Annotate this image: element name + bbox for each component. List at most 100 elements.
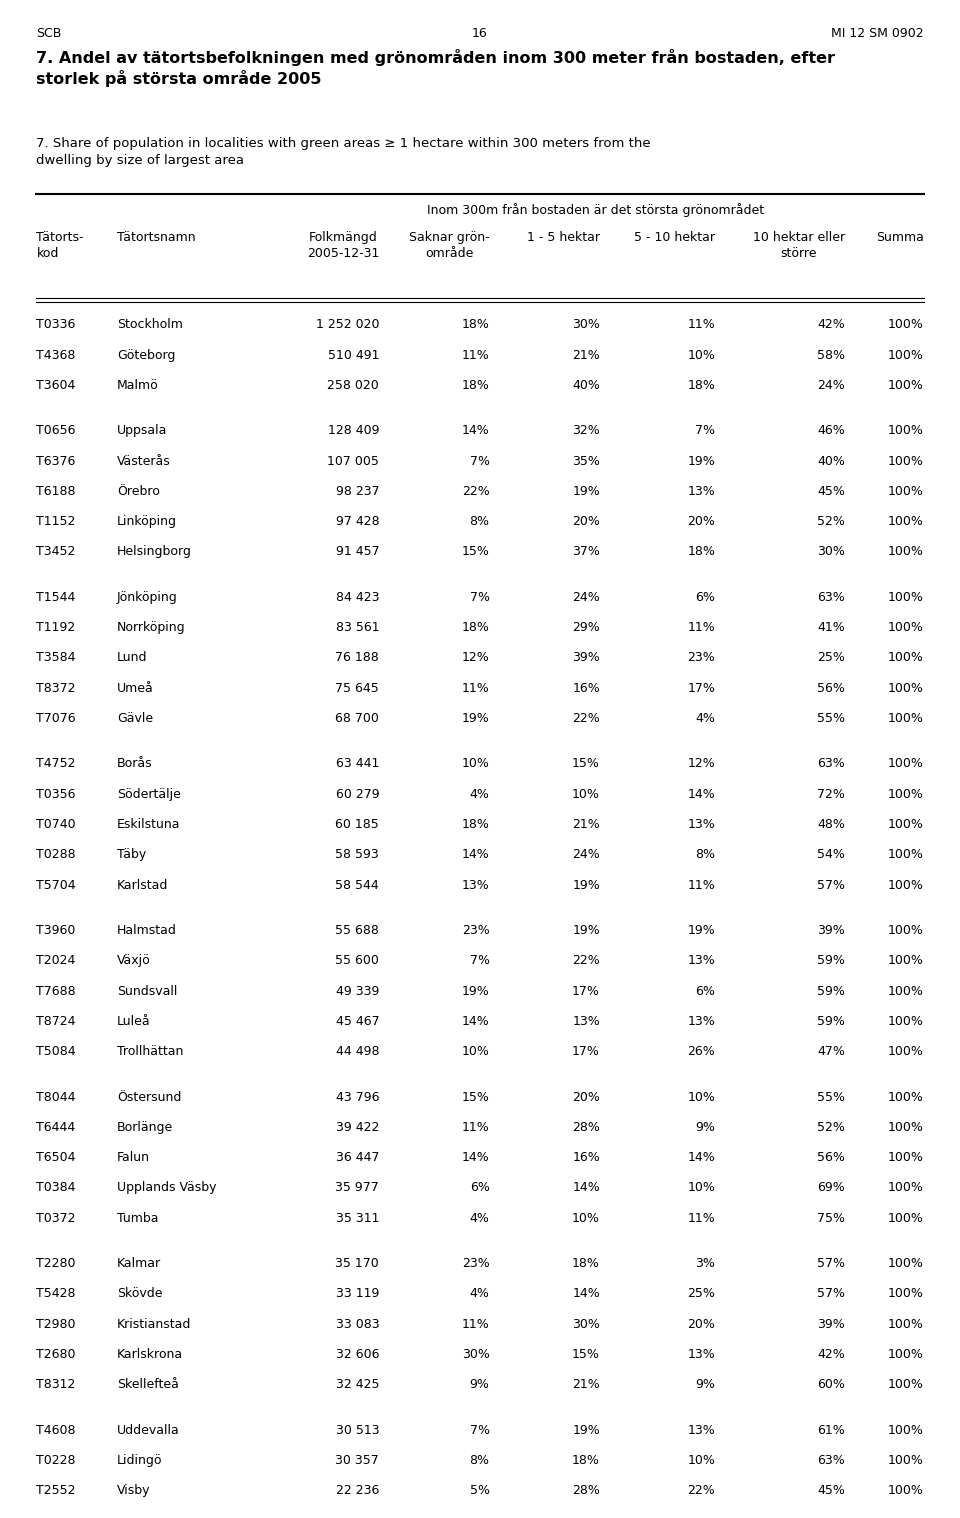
Text: 11%: 11% xyxy=(462,349,490,361)
Text: Skövde: Skövde xyxy=(117,1287,162,1301)
Text: 11%: 11% xyxy=(687,879,715,891)
Text: Kristianstad: Kristianstad xyxy=(117,1318,191,1331)
Text: 55%: 55% xyxy=(817,712,845,726)
Text: 25%: 25% xyxy=(817,651,845,665)
Text: Luleå: Luleå xyxy=(117,1016,151,1028)
Text: 100%: 100% xyxy=(888,1485,924,1497)
Text: 24%: 24% xyxy=(572,849,600,861)
Text: 13%: 13% xyxy=(687,1348,715,1362)
Text: 11%: 11% xyxy=(687,621,715,635)
Text: 58 593: 58 593 xyxy=(335,849,379,861)
Text: T2280: T2280 xyxy=(36,1257,76,1271)
Text: 10%: 10% xyxy=(687,1454,715,1466)
Text: 13%: 13% xyxy=(462,879,490,891)
Text: 100%: 100% xyxy=(888,849,924,861)
Text: 17%: 17% xyxy=(572,1044,600,1058)
Text: 100%: 100% xyxy=(888,425,924,437)
Text: 12%: 12% xyxy=(462,651,490,665)
Text: 100%: 100% xyxy=(888,1151,924,1164)
Text: T6188: T6188 xyxy=(36,484,76,498)
Text: 100%: 100% xyxy=(888,924,924,937)
Text: 35 977: 35 977 xyxy=(335,1181,379,1195)
Text: 23%: 23% xyxy=(687,651,715,665)
Text: 43 796: 43 796 xyxy=(336,1090,379,1104)
Text: 100%: 100% xyxy=(888,1287,924,1301)
Text: 100%: 100% xyxy=(888,1257,924,1271)
Text: 100%: 100% xyxy=(888,380,924,392)
Text: Borlänge: Borlänge xyxy=(117,1120,174,1134)
Text: 100%: 100% xyxy=(888,591,924,604)
Text: 75 645: 75 645 xyxy=(335,682,379,695)
Text: 7%: 7% xyxy=(695,425,715,437)
Text: Täby: Täby xyxy=(117,849,146,861)
Text: Uppsala: Uppsala xyxy=(117,425,167,437)
Text: 23%: 23% xyxy=(462,1257,490,1271)
Text: 10%: 10% xyxy=(462,1044,490,1058)
Text: 59%: 59% xyxy=(817,1016,845,1028)
Text: T0740: T0740 xyxy=(36,818,76,830)
Text: Borås: Borås xyxy=(117,757,153,771)
Text: 39 422: 39 422 xyxy=(336,1120,379,1134)
Text: T3584: T3584 xyxy=(36,651,76,665)
Text: T0656: T0656 xyxy=(36,425,76,437)
Text: Umeå: Umeå xyxy=(117,682,154,695)
Text: 11%: 11% xyxy=(462,682,490,695)
Text: 16%: 16% xyxy=(572,682,600,695)
Text: 14%: 14% xyxy=(462,1151,490,1164)
Text: 7%: 7% xyxy=(469,955,490,967)
Text: 100%: 100% xyxy=(888,757,924,771)
Text: 16%: 16% xyxy=(572,1151,600,1164)
Text: T6444: T6444 xyxy=(36,1120,76,1134)
Text: 100%: 100% xyxy=(888,788,924,800)
Text: 68 700: 68 700 xyxy=(335,712,379,726)
Text: Kalmar: Kalmar xyxy=(117,1257,161,1271)
Text: 56%: 56% xyxy=(817,1151,845,1164)
Text: 4%: 4% xyxy=(469,1287,490,1301)
Text: 55 688: 55 688 xyxy=(335,924,379,937)
Text: 13%: 13% xyxy=(687,1016,715,1028)
Text: 24%: 24% xyxy=(572,591,600,604)
Text: 8%: 8% xyxy=(695,849,715,861)
Text: 45 467: 45 467 xyxy=(336,1016,379,1028)
Text: Summa: Summa xyxy=(876,231,924,244)
Text: 39%: 39% xyxy=(817,1318,845,1331)
Text: 18%: 18% xyxy=(462,319,490,331)
Text: T8044: T8044 xyxy=(36,1090,76,1104)
Text: 30 513: 30 513 xyxy=(336,1424,379,1436)
Text: 61%: 61% xyxy=(817,1424,845,1436)
Text: 18%: 18% xyxy=(687,545,715,559)
Text: 100%: 100% xyxy=(888,1181,924,1195)
Text: 19%: 19% xyxy=(687,454,715,468)
Text: T4368: T4368 xyxy=(36,349,76,361)
Text: 30%: 30% xyxy=(817,545,845,559)
Text: 83 561: 83 561 xyxy=(336,621,379,635)
Text: 33 119: 33 119 xyxy=(336,1287,379,1301)
Text: 42%: 42% xyxy=(817,319,845,331)
Text: 21%: 21% xyxy=(572,349,600,361)
Text: 6%: 6% xyxy=(695,985,715,997)
Text: 10 hektar eller
större: 10 hektar eller större xyxy=(753,231,845,260)
Text: 7. Share of population in localities with green areas ≥ 1 hectare within 300 met: 7. Share of population in localities wit… xyxy=(36,138,651,167)
Text: 100%: 100% xyxy=(888,1378,924,1390)
Text: 4%: 4% xyxy=(469,788,490,800)
Text: 11%: 11% xyxy=(462,1120,490,1134)
Text: 5%: 5% xyxy=(469,1485,490,1497)
Text: 100%: 100% xyxy=(888,1424,924,1436)
Text: 10%: 10% xyxy=(687,1181,715,1195)
Text: 39%: 39% xyxy=(817,924,845,937)
Text: 22%: 22% xyxy=(572,712,600,726)
Text: Saknar grön-
område: Saknar grön- område xyxy=(409,231,490,260)
Text: 13%: 13% xyxy=(687,484,715,498)
Text: 10%: 10% xyxy=(462,757,490,771)
Text: T1544: T1544 xyxy=(36,591,76,604)
Text: 17%: 17% xyxy=(572,985,600,997)
Text: Malmö: Malmö xyxy=(117,380,158,392)
Text: 19%: 19% xyxy=(572,484,600,498)
Text: 6%: 6% xyxy=(469,1181,490,1195)
Text: 32 606: 32 606 xyxy=(336,1348,379,1362)
Text: 100%: 100% xyxy=(888,1016,924,1028)
Text: 30%: 30% xyxy=(572,319,600,331)
Text: 100%: 100% xyxy=(888,712,924,726)
Text: 69%: 69% xyxy=(817,1181,845,1195)
Text: T3960: T3960 xyxy=(36,924,76,937)
